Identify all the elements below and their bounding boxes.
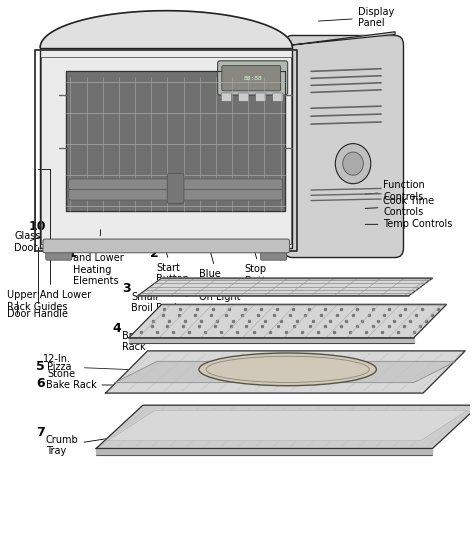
Text: Glass
Door: Glass Door [14,231,41,253]
Polygon shape [138,278,432,295]
FancyBboxPatch shape [218,61,288,95]
Polygon shape [115,361,456,383]
FancyBboxPatch shape [255,93,266,101]
Text: Crumb
Tray: Crumb Tray [46,428,177,456]
Text: Bake Rack: Bake Rack [46,379,177,390]
FancyBboxPatch shape [167,174,184,203]
Polygon shape [129,338,414,343]
Polygon shape [40,47,292,248]
Text: Function
Controls: Function Controls [365,180,425,202]
Polygon shape [96,405,474,448]
Text: Display
Panel: Display Panel [319,7,394,28]
Text: Door Handle: Door Handle [8,247,68,319]
Text: 3: 3 [122,281,130,295]
Text: 6: 6 [36,377,45,390]
Ellipse shape [199,353,376,386]
FancyBboxPatch shape [261,245,287,260]
Text: Upper And Lower
Rack Guides: Upper And Lower Rack Guides [8,169,91,312]
Polygon shape [106,351,465,393]
Circle shape [343,152,364,175]
Text: 10: 10 [28,221,46,233]
Circle shape [335,143,371,184]
Text: Broil
Rack: Broil Rack [122,320,229,352]
FancyBboxPatch shape [46,245,72,260]
Text: 1: 1 [67,247,76,260]
Text: Pizza: Pizza [47,362,72,372]
Polygon shape [66,71,285,211]
Polygon shape [292,32,395,45]
Text: Cook Time
Controls: Cook Time Controls [365,196,435,217]
Text: Small
Broil Rack: Small Broil Rack [131,284,247,313]
FancyBboxPatch shape [43,239,290,253]
Text: 5: 5 [36,360,45,373]
Polygon shape [40,11,292,47]
Text: 4: 4 [112,322,121,335]
FancyBboxPatch shape [238,93,249,101]
Text: Stop
Button: Stop Button [245,246,278,286]
Text: 88:88: 88:88 [243,76,262,80]
Polygon shape [292,42,395,248]
Polygon shape [96,448,432,455]
Text: Start
Button: Start Button [156,246,189,285]
Text: 12-In.: 12-In. [43,354,71,364]
Text: Blue
Power
On Light: Blue Power On Light [199,246,240,302]
FancyBboxPatch shape [222,66,281,91]
Text: 2: 2 [150,247,159,260]
FancyBboxPatch shape [69,190,283,200]
Text: Stone: Stone [47,369,75,379]
FancyBboxPatch shape [273,93,283,101]
Polygon shape [129,304,447,338]
Polygon shape [108,410,467,441]
FancyBboxPatch shape [221,93,232,101]
FancyBboxPatch shape [69,179,283,190]
Text: Temp Controls: Temp Controls [365,219,453,229]
Text: Upper
and Lower
Heating
Elements: Upper and Lower Heating Elements [73,230,124,286]
FancyBboxPatch shape [284,36,403,257]
Text: 7: 7 [36,426,45,439]
